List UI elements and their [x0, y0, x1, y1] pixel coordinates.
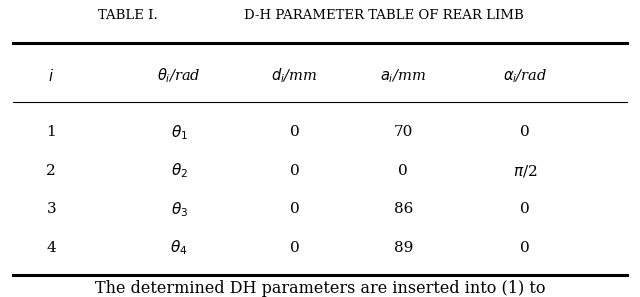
Text: 86: 86	[394, 202, 413, 217]
Text: The determined DH parameters are inserted into (1) to: The determined DH parameters are inserte…	[95, 280, 545, 297]
Text: $\alpha_i$/rad: $\alpha_i$/rad	[502, 67, 547, 85]
Text: $d_i$/mm: $d_i$/mm	[271, 67, 317, 85]
Text: 3: 3	[46, 202, 56, 217]
Text: D-H PARAMETER TABLE OF REAR LIMB: D-H PARAMETER TABLE OF REAR LIMB	[244, 9, 524, 22]
Text: 89: 89	[394, 241, 413, 255]
Text: $\pi$/2: $\pi$/2	[513, 163, 537, 179]
Text: 0: 0	[289, 125, 300, 139]
Text: 0: 0	[289, 164, 300, 178]
Text: $i$: $i$	[48, 68, 54, 84]
Text: 0: 0	[520, 202, 530, 217]
Text: 0: 0	[520, 241, 530, 255]
Text: 70: 70	[394, 125, 413, 139]
Text: $\theta_4$: $\theta_4$	[170, 239, 188, 257]
Text: 0: 0	[289, 241, 300, 255]
Text: 0: 0	[398, 164, 408, 178]
Text: 4: 4	[46, 241, 56, 255]
Text: TABLE I.: TABLE I.	[98, 9, 158, 22]
Text: $\theta_2$: $\theta_2$	[171, 162, 188, 180]
Text: 2: 2	[46, 164, 56, 178]
Text: $\theta_3$: $\theta_3$	[171, 200, 188, 219]
Text: $\theta_i$/rad: $\theta_i$/rad	[157, 67, 201, 85]
Text: 1: 1	[46, 125, 56, 139]
Text: 0: 0	[520, 125, 530, 139]
Text: $\theta_1$: $\theta_1$	[171, 123, 188, 141]
Text: 0: 0	[289, 202, 300, 217]
Text: $a_i$/mm: $a_i$/mm	[380, 67, 426, 85]
